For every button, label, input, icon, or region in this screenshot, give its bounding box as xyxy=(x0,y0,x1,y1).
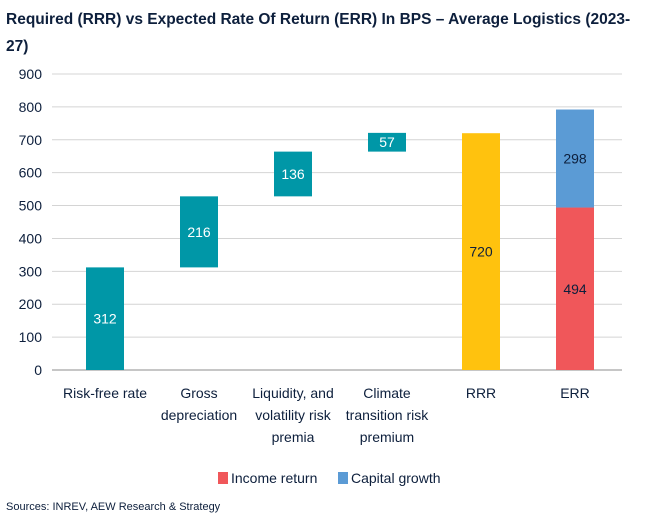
x-tick-label: depreciation xyxy=(161,407,237,423)
bar xyxy=(368,132,406,152)
legend: Income return Capital growth xyxy=(218,470,441,486)
y-tick-label: 800 xyxy=(19,99,43,115)
bar xyxy=(556,207,594,370)
bar xyxy=(274,151,312,197)
data-label: 298 xyxy=(563,151,587,167)
y-tick-label: 900 xyxy=(19,66,43,82)
y-axis: 0 100 200 300 400 500 600 700 800 900 xyxy=(19,66,43,378)
x-tick-label: Liquidity, and xyxy=(252,385,333,401)
y-tick-label: 0 xyxy=(34,362,42,378)
x-tick-label: ERR xyxy=(560,385,590,401)
x-axis: Risk-free rate Gross depreciation Liquidity… xyxy=(63,385,590,445)
x-tick-label: Risk-free rate xyxy=(63,385,147,401)
grid-lines xyxy=(52,73,622,371)
data-label: 494 xyxy=(563,281,587,297)
legend-label: Income return xyxy=(231,470,317,486)
y-tick-label: 100 xyxy=(19,329,43,345)
x-tick-label: RRR xyxy=(466,385,496,401)
x-tick-label: Climate xyxy=(363,385,411,401)
bars: 312 216 136 57 720 494 298 xyxy=(86,109,594,370)
legend-swatch xyxy=(218,472,228,484)
chart-title: Required (RRR) vs Expected Rate Of Retur… xyxy=(6,11,631,55)
y-tick-label: 400 xyxy=(19,230,43,246)
x-tick-label: volatility risk xyxy=(255,407,331,423)
bar xyxy=(462,133,500,370)
x-tick-label: transition risk xyxy=(346,407,429,423)
y-tick-label: 200 xyxy=(19,296,43,312)
y-tick-label: 700 xyxy=(19,132,43,148)
legend-label: Capital growth xyxy=(351,470,441,486)
bar xyxy=(556,109,594,208)
data-label: 312 xyxy=(93,311,117,327)
y-tick-label: 600 xyxy=(19,165,43,181)
data-label: 720 xyxy=(469,244,493,260)
x-tick-label: premium xyxy=(360,429,414,445)
bar xyxy=(86,267,124,370)
x-tick-label: premia xyxy=(272,429,315,445)
x-tick-label: Gross xyxy=(180,385,217,401)
y-tick-label: 300 xyxy=(19,263,43,279)
data-label: 216 xyxy=(187,224,211,240)
y-tick-label: 500 xyxy=(19,198,43,214)
bar xyxy=(180,196,218,268)
data-label: 57 xyxy=(379,134,395,150)
legend-swatch xyxy=(338,472,348,484)
data-label: 136 xyxy=(281,166,305,182)
source-note: Sources: INREV, AEW Research & Strategy xyxy=(6,501,221,513)
